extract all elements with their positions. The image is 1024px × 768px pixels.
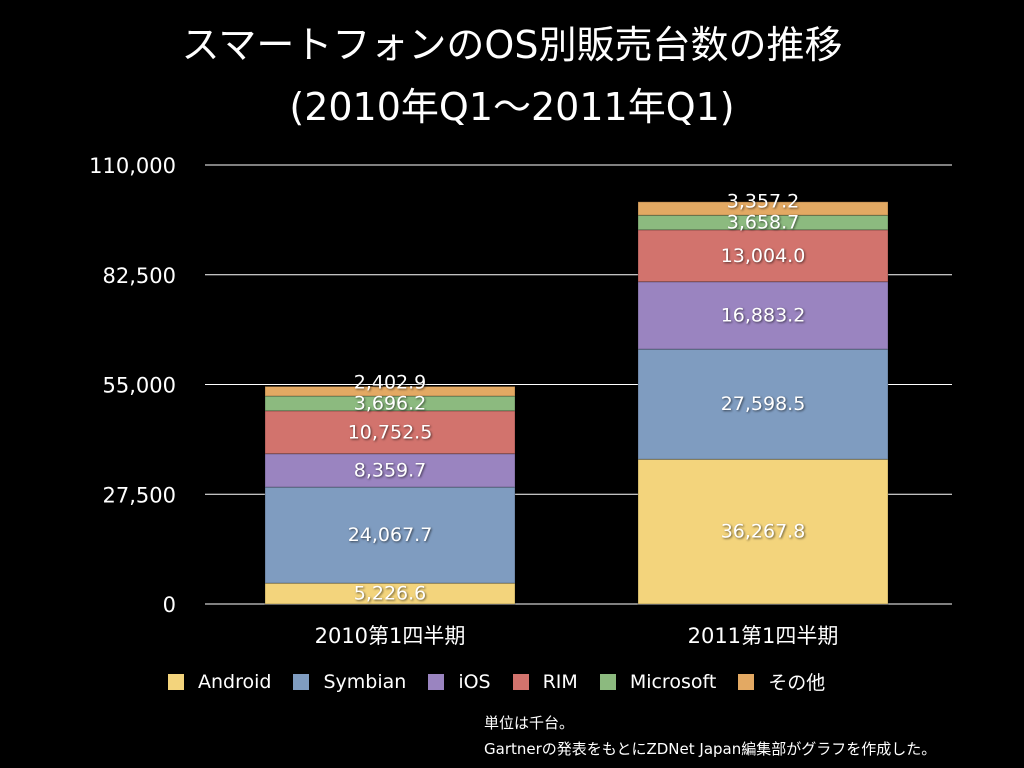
bar-segment-その他 — [264, 385, 516, 397]
bar-segment-RIM — [637, 229, 889, 283]
data-label: 27,598.5 — [721, 393, 806, 415]
legend-label: Android — [198, 670, 272, 693]
bar-segment-RIM — [264, 410, 516, 455]
legend-label: iOS — [458, 670, 491, 693]
data-label: 8,359.7 — [354, 459, 427, 481]
legend-item: RIM — [512, 670, 578, 693]
x-tick-label: 2010第1四半期 — [315, 624, 466, 648]
legend-swatch — [293, 673, 310, 690]
data-label: 5,226.6 — [354, 583, 427, 605]
y-tick-label: 110,000 — [89, 154, 176, 178]
bar-segment-iOS — [637, 281, 889, 350]
source-note: Gartnerの発表をもとにZDNet Japan編集部がグラフを作成した。 — [484, 740, 937, 758]
data-label: 13,004.0 — [721, 245, 806, 267]
legend: Android Symbian iOS RIM Microsoft その他 — [168, 668, 847, 695]
bar-segment-Symbian — [637, 348, 889, 460]
bar-segment-iOS — [264, 453, 516, 488]
y-tick-label: 0 — [163, 593, 176, 617]
legend-swatch — [512, 673, 529, 690]
legend-item: iOS — [428, 670, 491, 693]
legend-item: Android — [168, 671, 271, 693]
data-label: 2,402.9 — [354, 371, 427, 393]
legend-swatch — [599, 673, 616, 690]
data-label: 36,267.8 — [721, 521, 806, 543]
unit-note: 単位は千台。 — [484, 714, 575, 732]
data-label: 16,883.2 — [721, 304, 806, 326]
chart-subtitle: (2010年Q1〜2011年Q1) — [289, 85, 735, 129]
data-label: 24,067.7 — [348, 524, 433, 546]
chart-title: スマートフォンのOS別販売台数の推移 — [181, 23, 843, 67]
legend-label: Microsoft — [629, 670, 717, 693]
legend-label: その他 — [768, 672, 826, 694]
data-label: 10,752.5 — [348, 421, 433, 443]
legend-swatch — [168, 673, 184, 690]
legend-item: Microsoft — [599, 670, 717, 693]
x-tick-label: 2011第1四半期 — [688, 624, 839, 648]
legend-swatch — [428, 673, 445, 690]
bar-segment-Symbian — [264, 486, 516, 584]
y-tick-label: 82,500 — [103, 264, 176, 288]
legend-swatch — [738, 673, 755, 690]
data-label: 3,658.7 — [727, 212, 800, 234]
legend-item: Symbian — [293, 671, 406, 693]
legend-label: RIM — [542, 670, 578, 693]
bar-segment-Android — [637, 458, 889, 605]
y-tick-label: 55,000 — [103, 374, 176, 398]
legend-item: その他 — [738, 668, 825, 695]
data-label: 3,357.2 — [727, 191, 800, 213]
y-tick-label: 27,500 — [103, 483, 176, 507]
data-label: 3,696.2 — [354, 392, 427, 414]
bar-segment-その他 — [637, 201, 889, 216]
legend-label: Symbian — [323, 670, 407, 693]
